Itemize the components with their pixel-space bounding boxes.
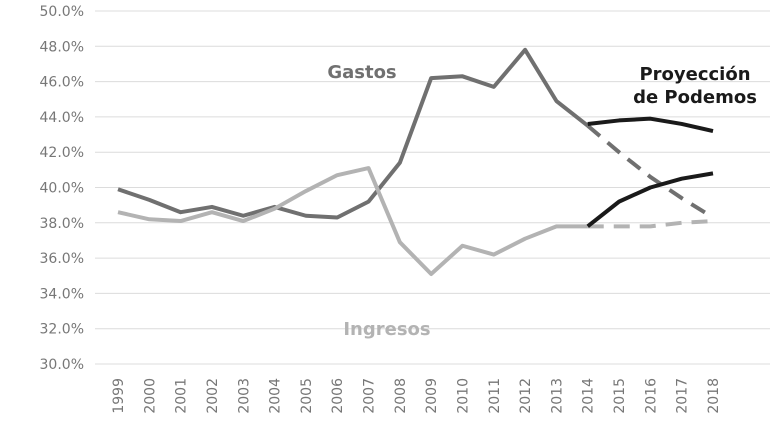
y-tick-label: 42.0% bbox=[40, 145, 84, 161]
y-tick-label: 30.0% bbox=[40, 357, 84, 373]
x-tick-label: 2014 bbox=[581, 378, 597, 414]
x-tick-label: 2011 bbox=[487, 378, 503, 414]
x-tick-label: 2012 bbox=[518, 378, 534, 414]
x-tick-label: 2018 bbox=[706, 378, 722, 414]
x-tick-label: 2005 bbox=[299, 378, 315, 414]
y-tick-label: 36.0% bbox=[40, 251, 84, 267]
x-tick-label: 1999 bbox=[111, 378, 127, 414]
projection-line bbox=[587, 116, 714, 133]
x-tick-label: 2009 bbox=[424, 378, 440, 414]
x-tick-label: 2000 bbox=[142, 378, 158, 414]
x-tick-label: 2004 bbox=[268, 378, 284, 414]
x-tick-label: 2003 bbox=[236, 378, 252, 414]
x-tick-label: 2010 bbox=[455, 378, 471, 414]
projection-label: Proyección bbox=[639, 64, 750, 85]
series-label: Gastos bbox=[327, 62, 396, 83]
x-tick-label: 2002 bbox=[205, 378, 221, 414]
y-tick-label: 40.0% bbox=[40, 181, 84, 197]
y-tick-label: 50.0% bbox=[40, 4, 84, 20]
projection-line bbox=[586, 171, 714, 228]
x-tick-label: 2013 bbox=[549, 378, 565, 414]
x-tick-label: 2001 bbox=[174, 378, 190, 414]
x-tick-label: 2008 bbox=[393, 378, 409, 414]
x-tick-label: 2016 bbox=[643, 378, 659, 414]
y-tick-label: 46.0% bbox=[40, 75, 84, 91]
series-line bbox=[117, 47, 589, 220]
y-tick-label: 44.0% bbox=[40, 110, 84, 126]
x-tick-label: 2006 bbox=[330, 378, 346, 414]
y-tick-label: 34.0% bbox=[40, 286, 84, 302]
projected-line bbox=[587, 219, 714, 229]
x-tick-label: 2017 bbox=[675, 378, 691, 414]
y-tick-label: 38.0% bbox=[40, 216, 84, 232]
x-tick-label: 2015 bbox=[612, 378, 628, 414]
series-label: Ingresos bbox=[343, 319, 430, 340]
x-tick-label: 2007 bbox=[362, 378, 378, 414]
projection-label: de Podemos bbox=[633, 87, 757, 108]
y-tick-label: 48.0% bbox=[40, 39, 84, 55]
series-line bbox=[117, 166, 588, 276]
projected-line bbox=[586, 124, 715, 220]
y-tick-label: 32.0% bbox=[40, 322, 84, 338]
